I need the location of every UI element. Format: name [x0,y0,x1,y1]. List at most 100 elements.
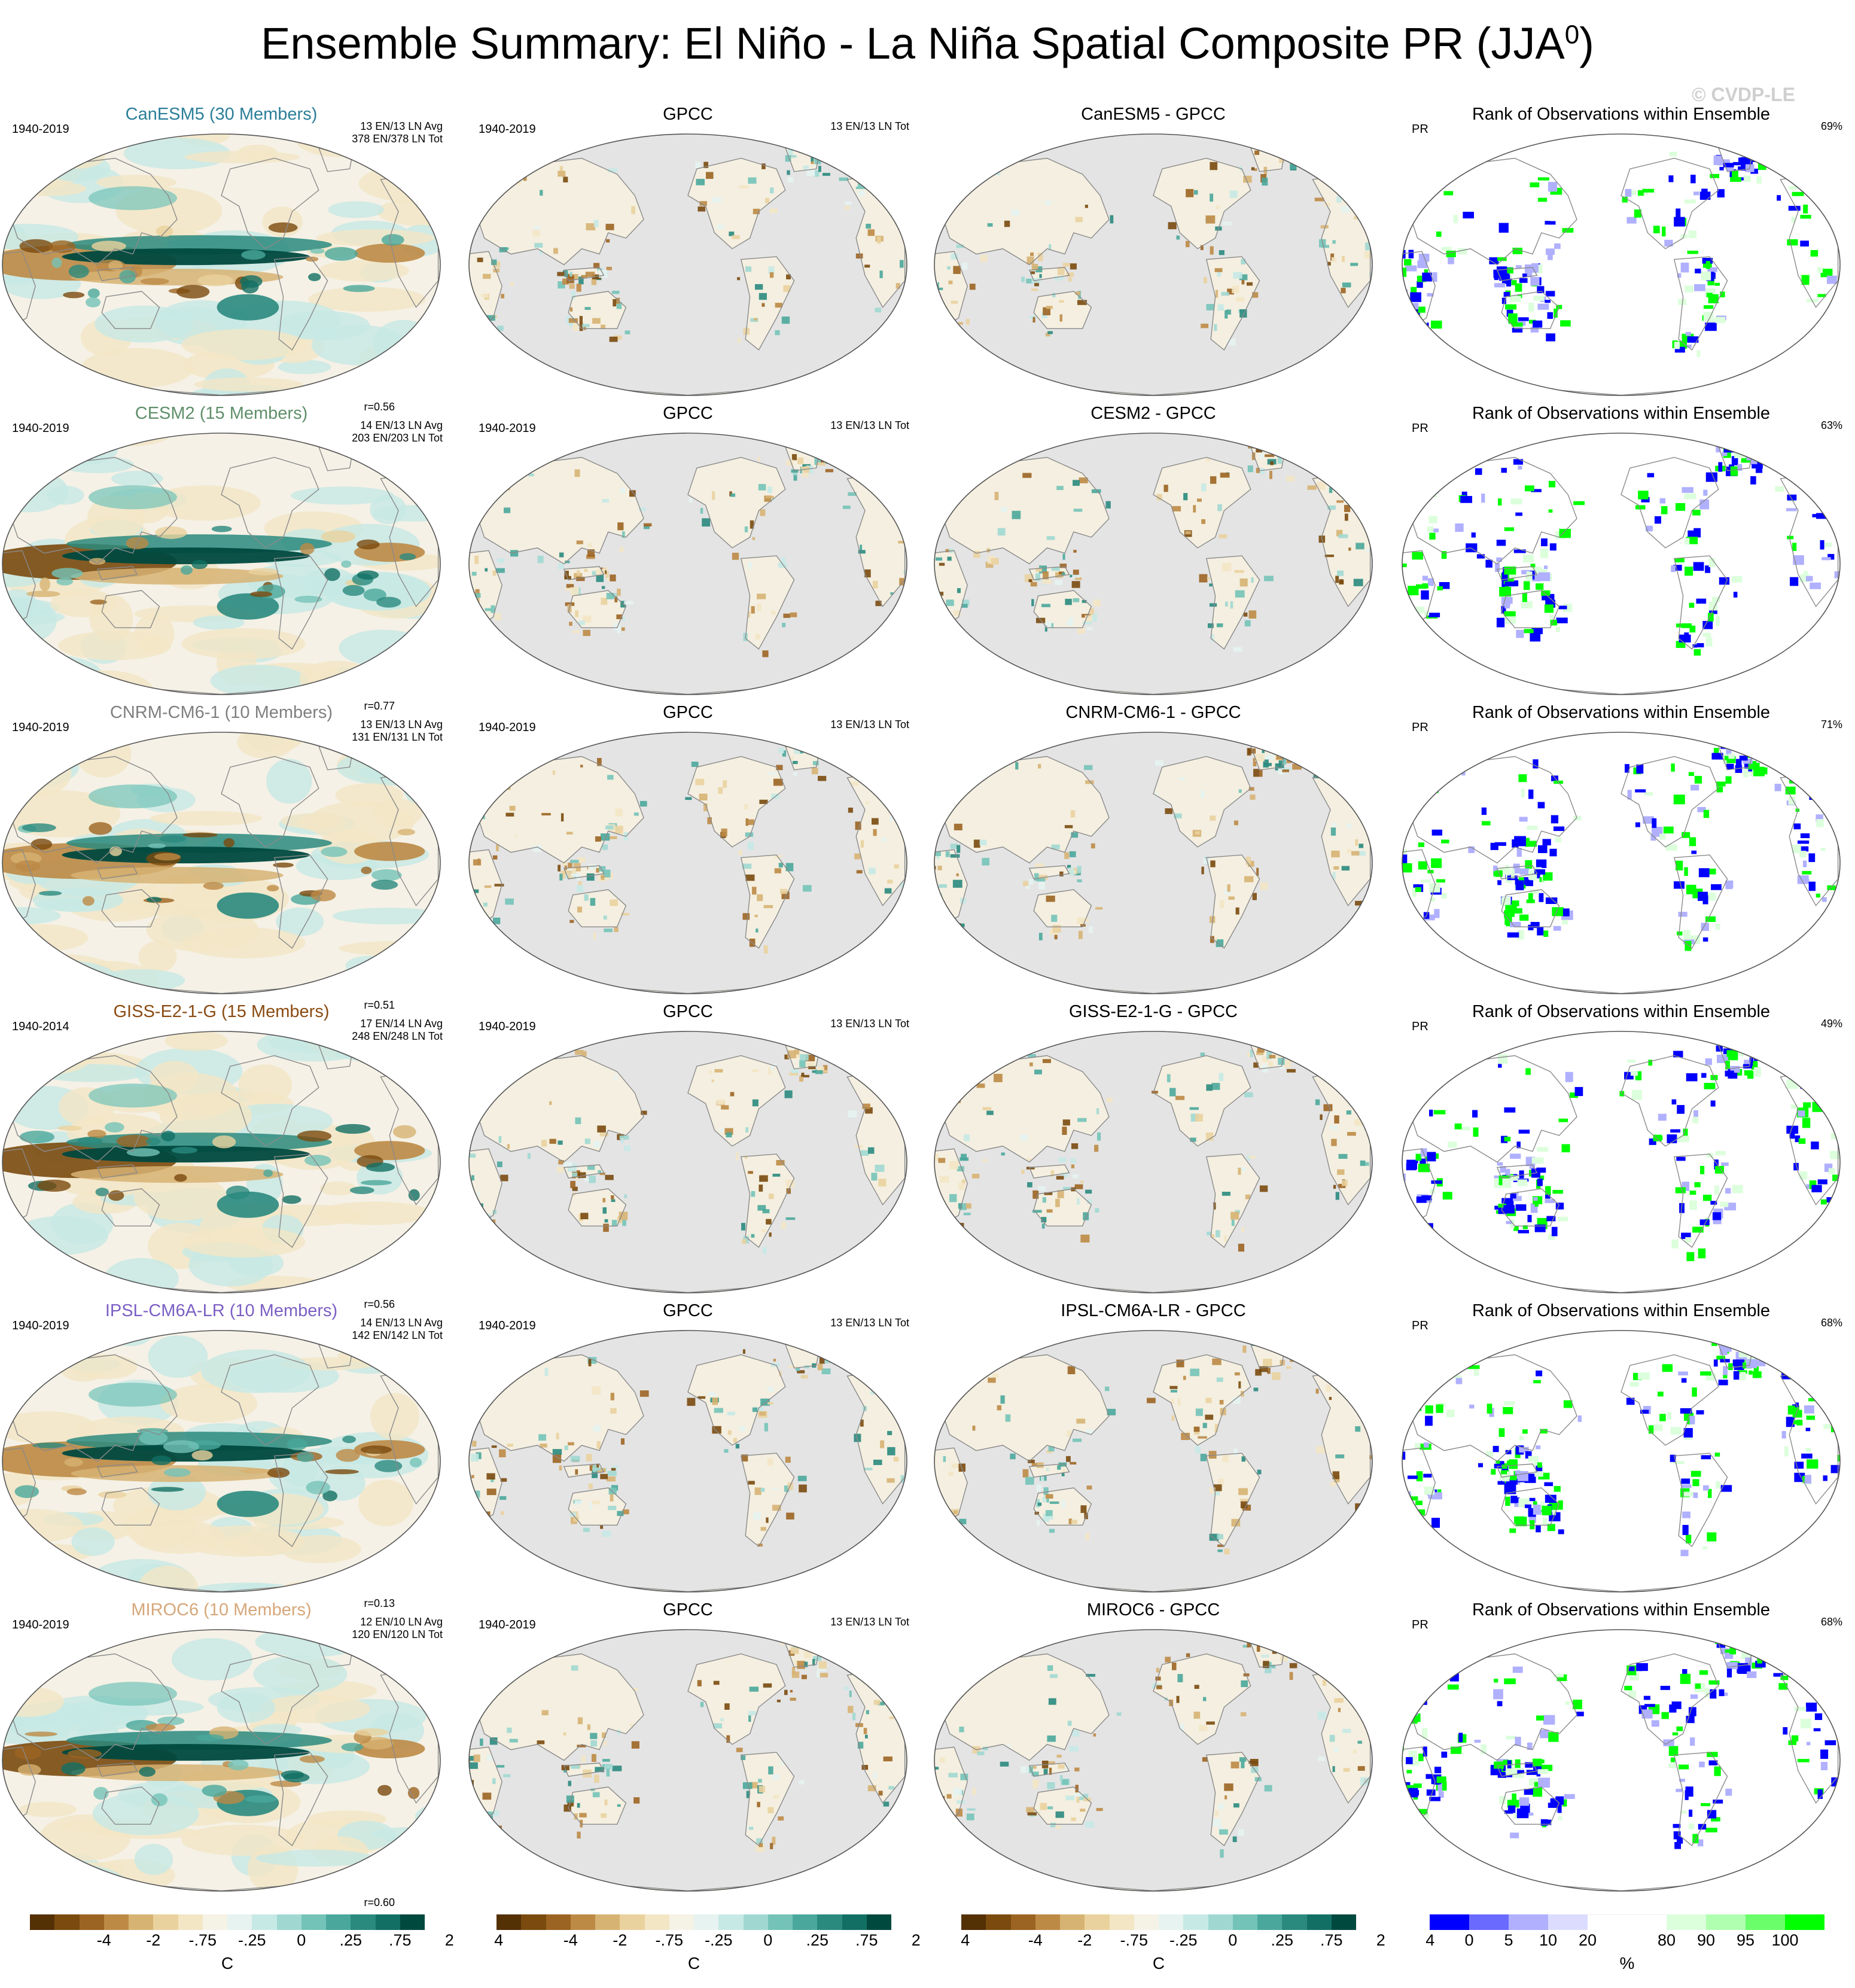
event-counts: 13 EN/13 LN Avg 378 EN/378 LN Tot [352,120,443,145]
panel-difference: CanESM5 - GPCC [932,99,1387,398]
count-line: 12 EN/10 LN Avg [360,1616,443,1628]
panel-title: Rank of Observations within Ensemble [1472,1301,1771,1320]
map-border [1402,1330,1841,1593]
colorbar-tick-label: 5 [1504,1931,1513,1949]
panel-obs: GPCC 1940-2019 13 EN/13 LN Tot [467,697,921,996]
colorbar-swatch [669,1914,694,1930]
event-counts: 13 EN/13 LN Tot [830,419,909,431]
rank-percent: 71% [1820,719,1842,730]
colorbar-swatch [1085,1914,1110,1930]
map-difference [934,1629,1373,1892]
colorbar-tick-label: 4 [961,1931,970,1949]
map-rank [1402,433,1841,695]
panel-title: CESM2 (15 Members) [135,404,308,423]
map-border [934,732,1373,994]
map-difference [934,732,1373,994]
panel-model-mean: CESM2 (15 Members) 1940-2019 14 EN/13 LN A… [0,398,455,712]
map-border [1402,1031,1841,1293]
panel-model-mean: MIROC6 (10 Members) 1940-2019 12 EN/10 LN … [0,1594,455,1908]
map-obs [468,732,907,994]
period-label: 1940-2019 [12,721,69,734]
period-label: 1940-2019 [479,1020,536,1033]
colorbar-swatch [1469,1914,1509,1930]
colorbar-swatch [866,1914,891,1930]
watermark: © CVDP-LE [1692,84,1795,105]
map-border [934,1031,1373,1293]
colorbar-swatch [767,1914,793,1930]
panel-obs: GPCC 1940-2019 13 EN/13 LN Tot [467,996,921,1295]
period-label: 1940-2019 [479,123,536,136]
map-rank [1402,732,1841,994]
variable-label: PR [1412,1020,1428,1033]
panel-rank: Rank of Observations within Ensemble PR 69… [1400,99,1854,398]
pattern-correlation: r=0.77 [364,700,395,712]
colorbar-swatch [521,1914,546,1930]
colorbar-swatch [375,1914,400,1930]
colorbar-swatch [1306,1914,1332,1930]
count-line: 13 EN/13 LN Avg [360,719,443,730]
event-counts: 13 EN/13 LN Tot [830,1317,909,1329]
colorbar-tick-label: -2 [1077,1931,1092,1949]
event-counts: 17 EN/14 LN Avg 248 EN/248 LN Tot [352,1018,443,1043]
colorbar-swatch [1627,1914,1667,1931]
colorbar-tick-label: 90 [1696,1931,1716,1949]
colorbar-tick-label: -4 [1028,1931,1043,1949]
panel-title: GISS-E2-1-G - GPCC [1069,1002,1238,1021]
map-border [934,133,1373,396]
colorbar-unit: C [687,1954,700,1972]
count-line: 131 EN/131 LN Tot [352,731,443,743]
panel-title: CESM2 - GPCC [1091,404,1216,423]
colorbar-swatch [351,1914,376,1930]
colorbar-tick-label: 2 [1376,1931,1385,1949]
map-border [2,1330,441,1593]
map-border [468,1031,907,1293]
count-line: 13 EN/13 LN Avg [360,120,443,132]
colorbar-swatch [1509,1914,1548,1930]
panel-title: CNRM-CM6-1 (10 Members) [109,703,333,722]
map-rank [1402,1031,1841,1293]
map-border [468,732,907,994]
colorbar-swatch [497,1914,522,1930]
panel-title: Rank of Observations within Ensemble [1472,1600,1771,1619]
panel-title: GPCC [663,1002,713,1021]
map-border [1402,133,1841,396]
panel-title: GPCC [663,105,713,124]
colorbar-tick-label: -4 [563,1931,578,1949]
colorbar-tick-label: 4 [494,1931,504,1949]
colorbar-swatch [79,1914,104,1930]
title-close: ) [1579,19,1594,68]
rank-percent: 68% [1820,1317,1842,1329]
colorbar-tick-label: 4 [1425,1931,1435,1949]
row-5: IPSL-CM6A-LR (10 Members) 1940-2019 14 EN/… [0,1295,1855,1609]
count-line: 14 EN/13 LN Avg [360,419,443,431]
pattern-correlation: r=0.51 [364,999,395,1011]
panel-obs: GPCC 1940-2019 13 EN/13 LN Tot [467,99,921,398]
period-label: 1940-2019 [479,1319,536,1332]
colorbar-swatch [153,1914,178,1930]
event-counts: 14 EN/13 LN Avg 142 EN/142 LN Tot [352,1317,443,1342]
map-border [934,1629,1373,1892]
colorbar-swatch [1183,1914,1208,1930]
colorbar-tick-label: -.75 [1120,1931,1149,1949]
event-counts: 13 EN/13 LN Tot [830,719,909,730]
colorbar-swatch [793,1914,818,1930]
colorbar-tick-label: -.75 [188,1931,217,1949]
variable-label: PR [1412,123,1428,136]
panel-model-mean: CanESM5 (30 Members) 1940-2019 13 EN/13 LN… [0,99,455,413]
panel-title: IPSL-CM6A-LR - GPCC [1061,1301,1246,1320]
colorbar-swatch [326,1914,351,1930]
map-model [2,433,441,695]
colorbar-swatch [1588,1914,1627,1931]
panel-title: CNRM-CM6-1 - GPCC [1065,703,1241,722]
variable-label: PR [1412,422,1428,435]
pattern-correlation: r=0.13 [364,1597,395,1609]
panel-title: GPCC [663,1600,713,1619]
title-superscript: 0 [1564,20,1580,50]
map-rank [1402,1330,1841,1593]
map-difference [934,1330,1373,1593]
colorbar-tick-label: -2 [613,1931,628,1949]
colorbar-tick-label: .75 [388,1931,412,1949]
colorbar-swatch [30,1914,55,1930]
panel-difference: MIROC6 - GPCC [932,1594,1387,1893]
panel-title: Rank of Observations within Ensemble [1472,404,1771,423]
